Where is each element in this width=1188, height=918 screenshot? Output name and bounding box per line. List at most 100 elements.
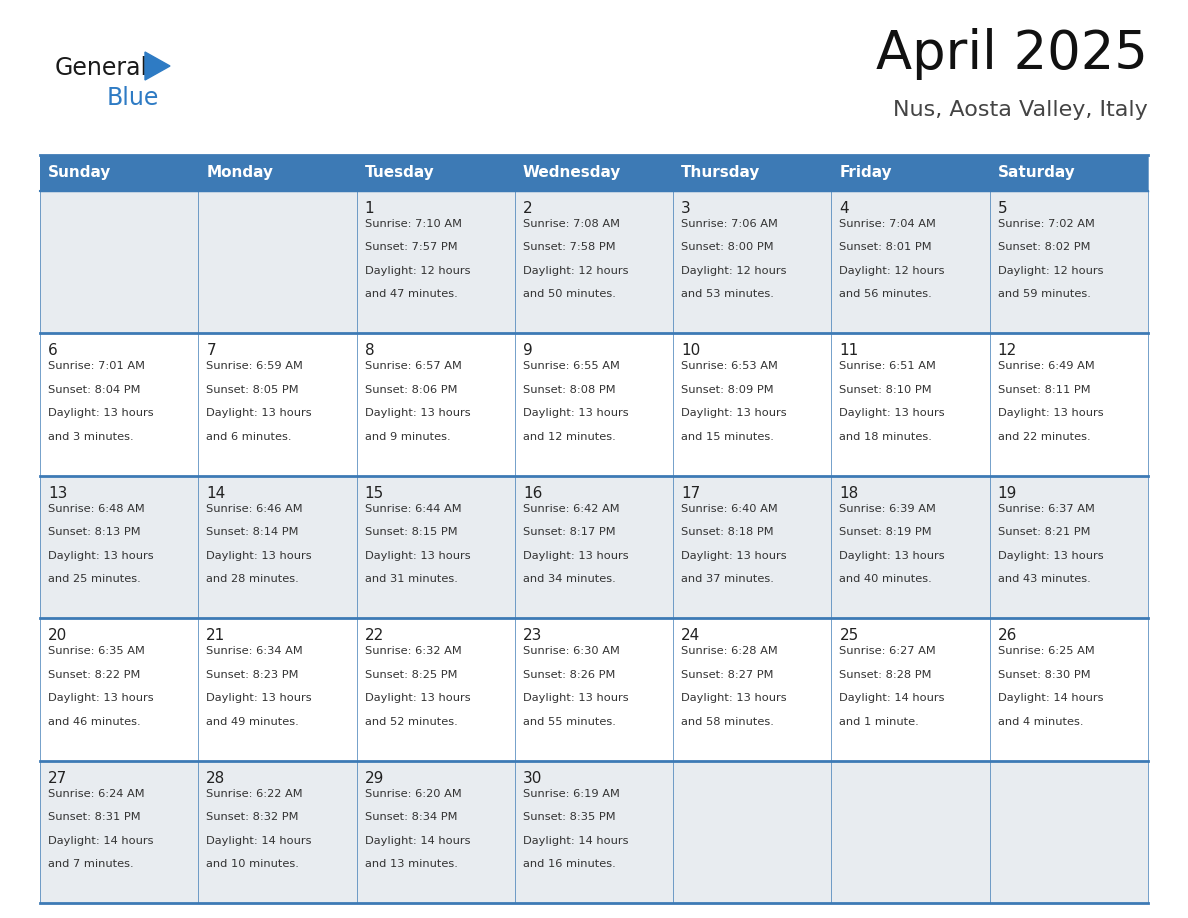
Bar xyxy=(832,333,990,476)
Text: Daylight: 13 hours: Daylight: 13 hours xyxy=(48,409,153,419)
Bar xyxy=(674,191,832,333)
Text: 27: 27 xyxy=(48,770,68,786)
Text: Daylight: 13 hours: Daylight: 13 hours xyxy=(840,551,944,561)
Text: 8: 8 xyxy=(365,343,374,358)
Text: Sunrise: 6:32 AM: Sunrise: 6:32 AM xyxy=(365,646,461,656)
Text: 6: 6 xyxy=(48,343,58,358)
Text: Sunset: 8:31 PM: Sunset: 8:31 PM xyxy=(48,812,140,823)
Text: Sunrise: 7:08 AM: Sunrise: 7:08 AM xyxy=(523,219,620,229)
Text: Daylight: 13 hours: Daylight: 13 hours xyxy=(681,409,786,419)
Text: Sunrise: 6:24 AM: Sunrise: 6:24 AM xyxy=(48,789,145,799)
Bar xyxy=(674,476,832,618)
Text: and 3 minutes.: and 3 minutes. xyxy=(48,431,133,442)
Text: Daylight: 13 hours: Daylight: 13 hours xyxy=(998,551,1104,561)
Text: Daylight: 12 hours: Daylight: 12 hours xyxy=(840,266,944,276)
Text: Sunrise: 6:53 AM: Sunrise: 6:53 AM xyxy=(681,362,778,372)
Text: Sunset: 8:02 PM: Sunset: 8:02 PM xyxy=(998,242,1091,252)
Text: Friday: Friday xyxy=(840,165,892,181)
Text: 5: 5 xyxy=(998,201,1007,216)
Bar xyxy=(514,333,674,476)
Bar xyxy=(990,476,1148,618)
Text: Sunset: 8:30 PM: Sunset: 8:30 PM xyxy=(998,670,1091,679)
Text: Daylight: 13 hours: Daylight: 13 hours xyxy=(365,551,470,561)
Text: Sunset: 8:17 PM: Sunset: 8:17 PM xyxy=(523,527,615,537)
Text: General: General xyxy=(55,56,148,80)
Bar xyxy=(514,618,674,761)
Text: Nus, Aosta Valley, Italy: Nus, Aosta Valley, Italy xyxy=(893,100,1148,120)
Text: and 49 minutes.: and 49 minutes. xyxy=(207,717,299,727)
Text: Sunrise: 6:20 AM: Sunrise: 6:20 AM xyxy=(365,789,461,799)
Text: Daylight: 13 hours: Daylight: 13 hours xyxy=(523,551,628,561)
Text: 3: 3 xyxy=(681,201,691,216)
Text: Sunset: 8:13 PM: Sunset: 8:13 PM xyxy=(48,527,140,537)
Text: Sunset: 8:25 PM: Sunset: 8:25 PM xyxy=(365,670,457,679)
Text: Sunset: 8:19 PM: Sunset: 8:19 PM xyxy=(840,527,933,537)
Text: and 13 minutes.: and 13 minutes. xyxy=(365,859,457,869)
Text: Sunrise: 6:44 AM: Sunrise: 6:44 AM xyxy=(365,504,461,514)
Text: 20: 20 xyxy=(48,628,68,644)
Text: Sunset: 8:08 PM: Sunset: 8:08 PM xyxy=(523,385,615,395)
Text: 30: 30 xyxy=(523,770,542,786)
Text: Daylight: 14 hours: Daylight: 14 hours xyxy=(365,835,470,845)
Text: and 7 minutes.: and 7 minutes. xyxy=(48,859,133,869)
Text: 24: 24 xyxy=(681,628,701,644)
Bar xyxy=(990,155,1148,191)
Text: 12: 12 xyxy=(998,343,1017,358)
Text: and 1 minute.: and 1 minute. xyxy=(840,717,920,727)
Text: 25: 25 xyxy=(840,628,859,644)
Text: Daylight: 13 hours: Daylight: 13 hours xyxy=(207,693,312,703)
Text: 2: 2 xyxy=(523,201,532,216)
Bar xyxy=(198,191,356,333)
Bar xyxy=(514,191,674,333)
Text: Sunrise: 6:49 AM: Sunrise: 6:49 AM xyxy=(998,362,1094,372)
Bar xyxy=(990,761,1148,903)
Text: and 40 minutes.: and 40 minutes. xyxy=(840,575,933,584)
Text: Sunset: 8:23 PM: Sunset: 8:23 PM xyxy=(207,670,299,679)
Bar xyxy=(832,191,990,333)
Text: 23: 23 xyxy=(523,628,542,644)
Text: Sunset: 8:04 PM: Sunset: 8:04 PM xyxy=(48,385,140,395)
Text: and 4 minutes.: and 4 minutes. xyxy=(998,717,1083,727)
Text: Sunrise: 6:55 AM: Sunrise: 6:55 AM xyxy=(523,362,620,372)
Text: Daylight: 13 hours: Daylight: 13 hours xyxy=(48,551,153,561)
Text: Sunrise: 7:10 AM: Sunrise: 7:10 AM xyxy=(365,219,462,229)
Bar xyxy=(356,333,514,476)
Bar xyxy=(674,618,832,761)
Text: 10: 10 xyxy=(681,343,701,358)
Text: Sunrise: 6:35 AM: Sunrise: 6:35 AM xyxy=(48,646,145,656)
Bar xyxy=(990,191,1148,333)
Text: 16: 16 xyxy=(523,486,542,501)
Text: Sunrise: 6:22 AM: Sunrise: 6:22 AM xyxy=(207,789,303,799)
Text: Sunrise: 6:28 AM: Sunrise: 6:28 AM xyxy=(681,646,778,656)
Text: Daylight: 13 hours: Daylight: 13 hours xyxy=(365,693,470,703)
Text: 13: 13 xyxy=(48,486,68,501)
Bar xyxy=(514,476,674,618)
Bar xyxy=(356,618,514,761)
Text: Sunset: 8:01 PM: Sunset: 8:01 PM xyxy=(840,242,933,252)
Text: Sunset: 8:28 PM: Sunset: 8:28 PM xyxy=(840,670,931,679)
Text: Daylight: 13 hours: Daylight: 13 hours xyxy=(365,409,470,419)
Bar xyxy=(356,155,514,191)
Text: Daylight: 13 hours: Daylight: 13 hours xyxy=(48,693,153,703)
Text: Sunday: Sunday xyxy=(48,165,112,181)
Text: and 50 minutes.: and 50 minutes. xyxy=(523,289,615,299)
Text: Sunrise: 7:02 AM: Sunrise: 7:02 AM xyxy=(998,219,1094,229)
Text: and 28 minutes.: and 28 minutes. xyxy=(207,575,299,584)
Text: and 16 minutes.: and 16 minutes. xyxy=(523,859,615,869)
Bar xyxy=(832,761,990,903)
Text: Sunrise: 6:40 AM: Sunrise: 6:40 AM xyxy=(681,504,778,514)
Text: and 59 minutes.: and 59 minutes. xyxy=(998,289,1091,299)
Bar xyxy=(356,761,514,903)
Text: 26: 26 xyxy=(998,628,1017,644)
Text: Daylight: 14 hours: Daylight: 14 hours xyxy=(48,835,153,845)
Text: Sunset: 8:11 PM: Sunset: 8:11 PM xyxy=(998,385,1091,395)
Text: 18: 18 xyxy=(840,486,859,501)
Text: Sunset: 8:21 PM: Sunset: 8:21 PM xyxy=(998,527,1091,537)
Bar xyxy=(198,476,356,618)
Text: Daylight: 14 hours: Daylight: 14 hours xyxy=(207,835,311,845)
Text: Daylight: 12 hours: Daylight: 12 hours xyxy=(998,266,1104,276)
Text: and 37 minutes.: and 37 minutes. xyxy=(681,575,775,584)
Bar xyxy=(674,761,832,903)
Text: Sunrise: 7:04 AM: Sunrise: 7:04 AM xyxy=(840,219,936,229)
Text: Sunrise: 6:19 AM: Sunrise: 6:19 AM xyxy=(523,789,620,799)
